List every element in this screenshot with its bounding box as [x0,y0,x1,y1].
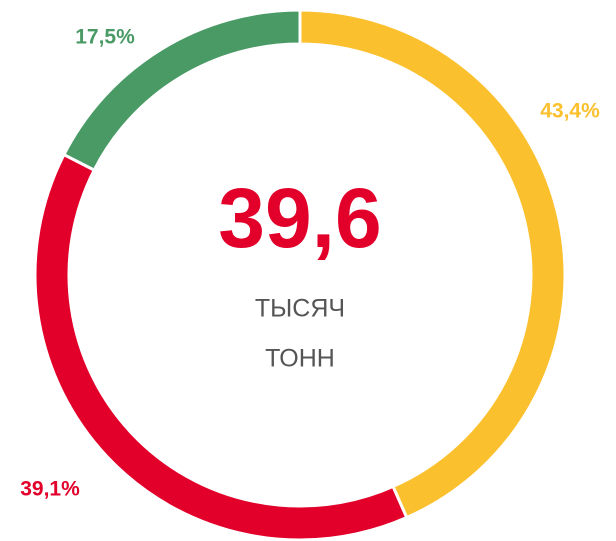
center-value: 39,6 [218,171,382,265]
donut-slice [298,8,567,520]
data-label: 39,1% [20,478,80,501]
center-label: ТОНН [265,345,335,373]
center-label: ТЫСЯЧ [255,295,345,323]
donut-slice [33,152,409,541]
data-label: 43,4% [540,100,600,123]
data-label: 17,5% [75,26,135,49]
